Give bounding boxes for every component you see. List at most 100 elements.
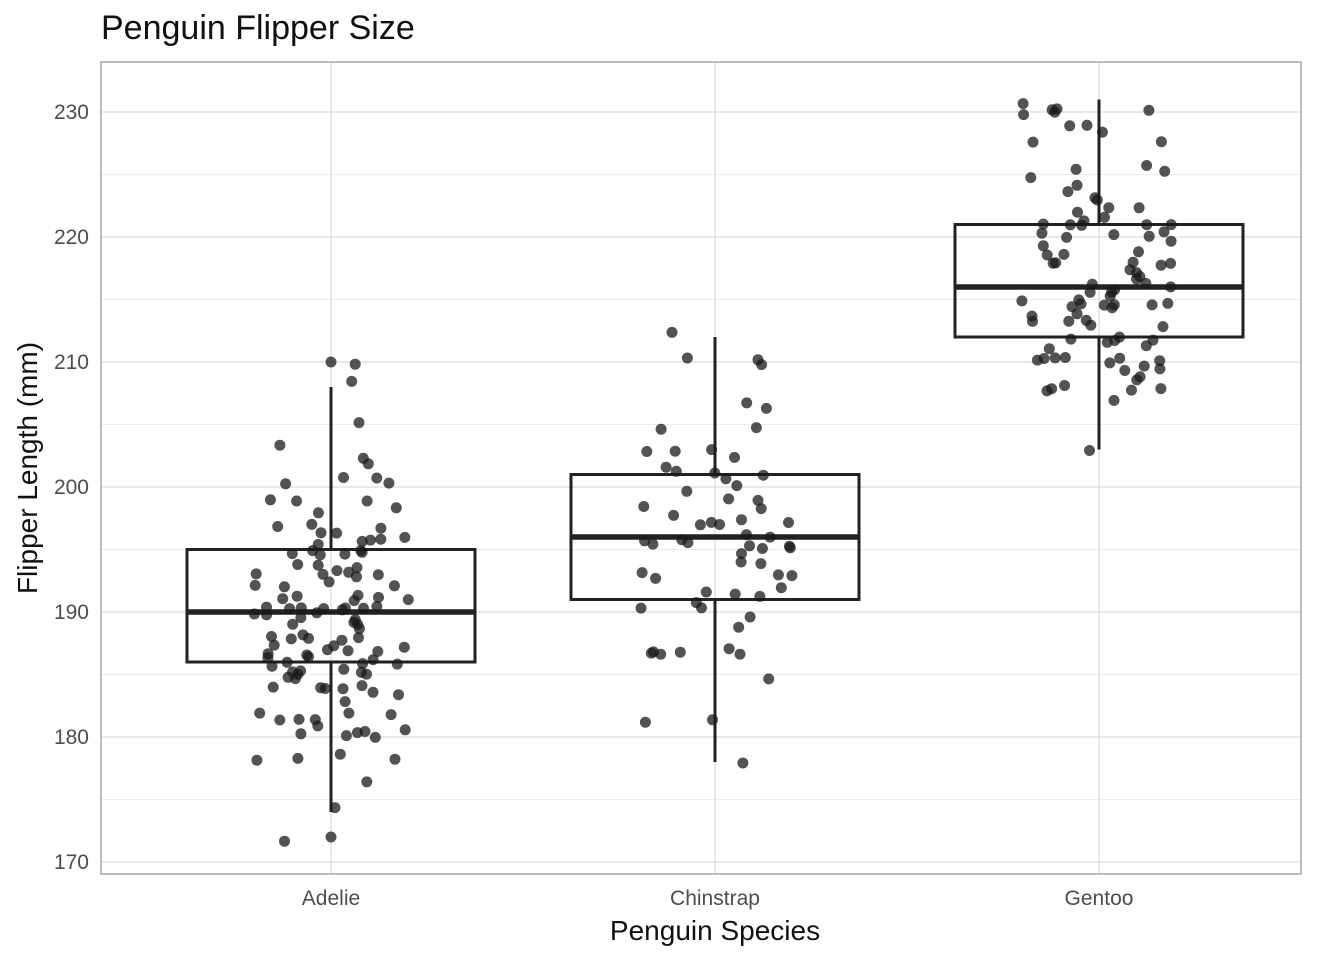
data-point bbox=[274, 439, 286, 451]
data-point bbox=[291, 495, 303, 507]
data-point bbox=[648, 646, 659, 658]
data-point bbox=[284, 603, 296, 615]
data-point bbox=[372, 646, 384, 657]
data-point bbox=[356, 535, 368, 547]
data-point bbox=[1036, 227, 1048, 239]
data-point bbox=[291, 590, 303, 602]
data-point bbox=[361, 495, 373, 507]
data-point bbox=[1159, 165, 1171, 177]
box-iqr bbox=[953, 223, 1245, 339]
data-point bbox=[373, 591, 384, 603]
data-point bbox=[707, 714, 718, 726]
data-point bbox=[295, 602, 307, 614]
data-point bbox=[706, 444, 718, 456]
data-point bbox=[731, 480, 743, 492]
data-point bbox=[272, 521, 284, 532]
grid-layer bbox=[101, 62, 1301, 874]
data-point bbox=[681, 352, 693, 364]
data-point bbox=[1085, 319, 1097, 331]
data-point bbox=[295, 728, 307, 740]
data-point bbox=[1114, 352, 1126, 364]
data-point bbox=[295, 612, 307, 624]
data-point bbox=[1047, 257, 1059, 269]
data-point bbox=[352, 589, 364, 601]
data-point bbox=[390, 502, 402, 514]
data-point bbox=[714, 519, 725, 530]
data-point bbox=[1154, 355, 1166, 367]
x-tick-labels: Adelie Chinstrap Gentoo bbox=[302, 887, 1134, 910]
data-point bbox=[1076, 219, 1088, 231]
data-point bbox=[1119, 365, 1131, 376]
outlier-point bbox=[325, 356, 337, 368]
data-point bbox=[1070, 163, 1082, 175]
data-point bbox=[744, 540, 755, 552]
data-point bbox=[1162, 297, 1174, 309]
data-point bbox=[1165, 235, 1177, 247]
data-point bbox=[286, 548, 298, 560]
data-point bbox=[755, 503, 767, 515]
data-point bbox=[681, 485, 693, 497]
data-point bbox=[353, 632, 364, 644]
data-point bbox=[764, 531, 776, 543]
data-point bbox=[336, 634, 348, 646]
data-point bbox=[315, 682, 327, 694]
data-point bbox=[1059, 380, 1071, 391]
data-point bbox=[736, 514, 747, 526]
data-point bbox=[346, 375, 358, 387]
data-point bbox=[353, 623, 365, 635]
data-point bbox=[1103, 202, 1115, 214]
data-point bbox=[1133, 202, 1145, 214]
data-point bbox=[251, 754, 263, 766]
data-point bbox=[1155, 383, 1167, 395]
data-point bbox=[1126, 384, 1137, 396]
data-point bbox=[639, 535, 651, 547]
data-point bbox=[375, 533, 387, 545]
data-point bbox=[289, 673, 301, 685]
data-point bbox=[1165, 257, 1177, 269]
data-point bbox=[338, 472, 349, 483]
data-point bbox=[635, 602, 647, 614]
data-point bbox=[287, 618, 299, 630]
data-point bbox=[367, 654, 379, 666]
data-point bbox=[650, 572, 662, 584]
data-point bbox=[337, 683, 349, 695]
data-point bbox=[1099, 211, 1110, 223]
chart-title: Penguin Flipper Size bbox=[101, 9, 415, 47]
data-point bbox=[1138, 360, 1150, 372]
data-point bbox=[744, 611, 756, 623]
data-point bbox=[752, 354, 764, 366]
data-point bbox=[399, 531, 411, 543]
data-point bbox=[1037, 240, 1049, 252]
data-point bbox=[723, 643, 735, 655]
data-point bbox=[353, 417, 365, 429]
data-point bbox=[280, 478, 292, 490]
data-point bbox=[1104, 290, 1116, 302]
y-tick-labels: 170 180 190 200 210 220 230 bbox=[54, 101, 89, 874]
data-point bbox=[1140, 340, 1152, 352]
data-point bbox=[737, 757, 749, 769]
data-point bbox=[314, 549, 326, 561]
data-point bbox=[1106, 302, 1118, 314]
data-point bbox=[1041, 249, 1053, 261]
data-point bbox=[312, 720, 324, 732]
data-point bbox=[356, 546, 368, 558]
data-point bbox=[312, 559, 324, 571]
data-point bbox=[306, 518, 318, 530]
data-point bbox=[1049, 352, 1061, 364]
plot-panel-border bbox=[100, 61, 1302, 875]
data-point bbox=[757, 469, 769, 481]
data-point bbox=[741, 397, 753, 409]
data-point bbox=[756, 543, 768, 554]
data-point bbox=[754, 590, 766, 602]
y-axis-title: Flipper Length (mm) bbox=[12, 342, 43, 594]
data-point bbox=[339, 548, 351, 560]
data-point bbox=[312, 539, 324, 550]
data-point bbox=[670, 465, 682, 477]
data-point bbox=[1086, 278, 1098, 290]
data-point bbox=[1157, 321, 1169, 333]
data-point bbox=[1141, 219, 1153, 231]
data-point bbox=[750, 422, 762, 434]
data-point bbox=[1108, 229, 1120, 241]
data-point bbox=[1066, 301, 1078, 313]
data-point bbox=[1084, 445, 1095, 456]
